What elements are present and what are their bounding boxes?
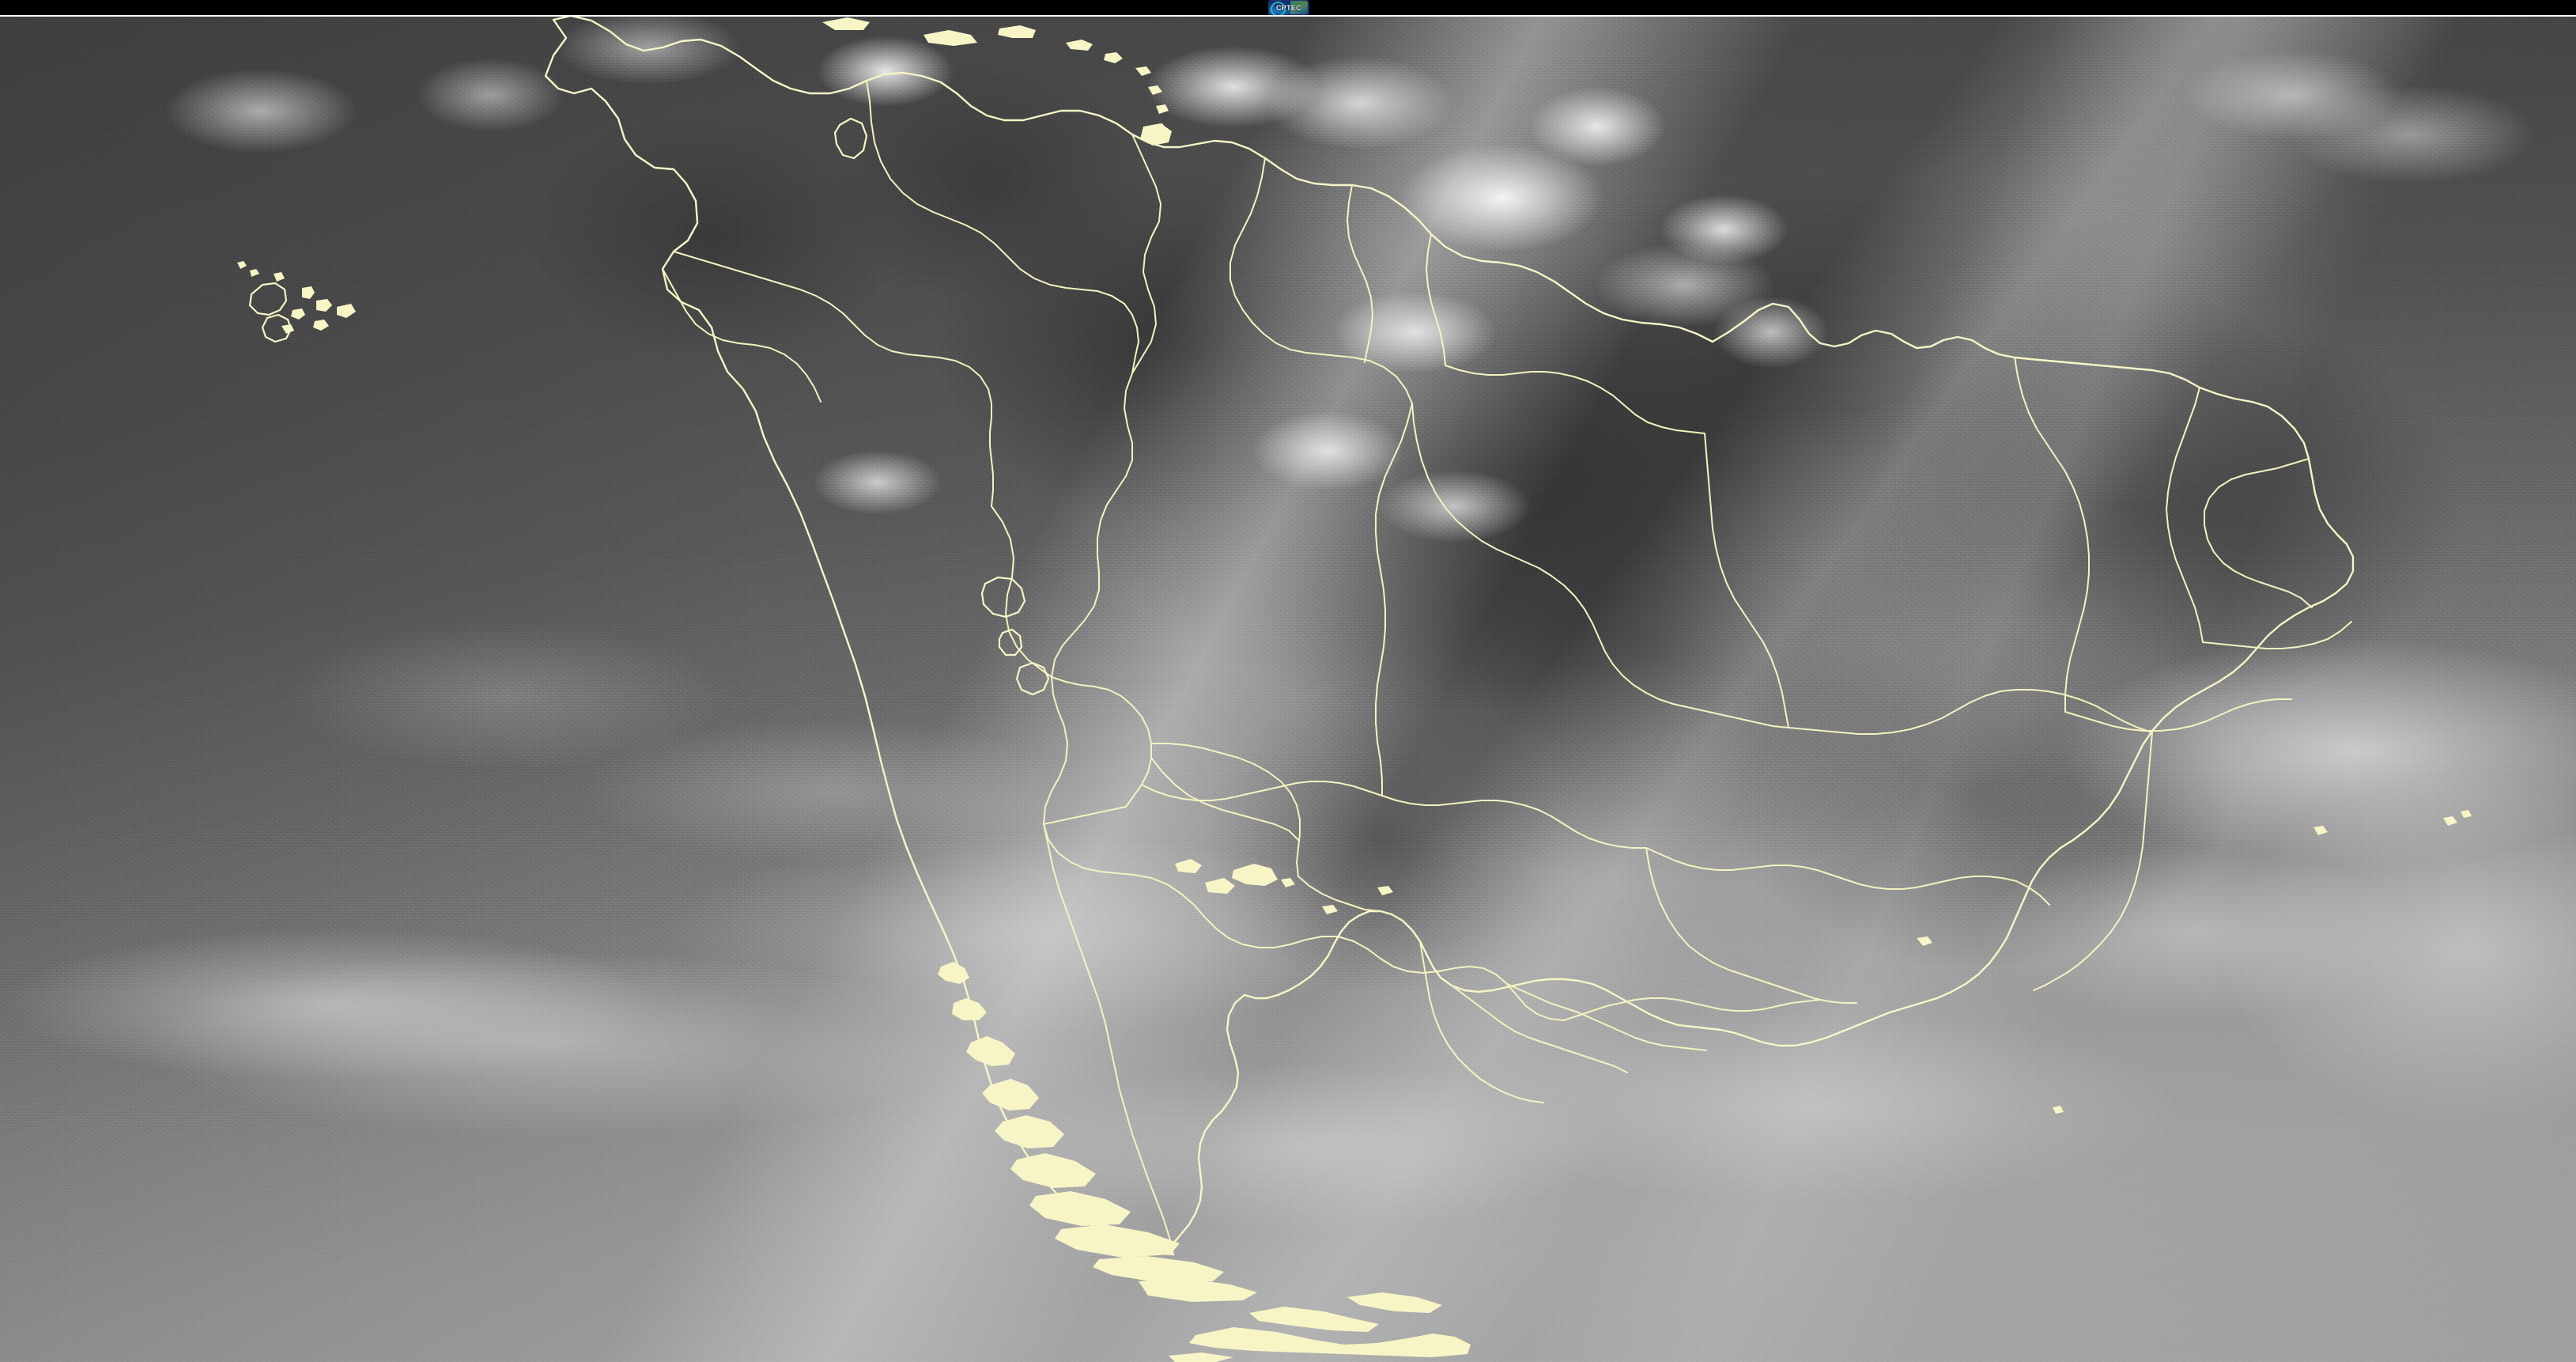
swoosh-icon [1290,1,1308,14]
globe-ring-icon [1271,2,1286,15]
header-separator-rule [0,15,2576,17]
cptec-logo: CPTEC [1268,0,1309,15]
cptec-logo-label: CPTEC [1275,3,1301,12]
